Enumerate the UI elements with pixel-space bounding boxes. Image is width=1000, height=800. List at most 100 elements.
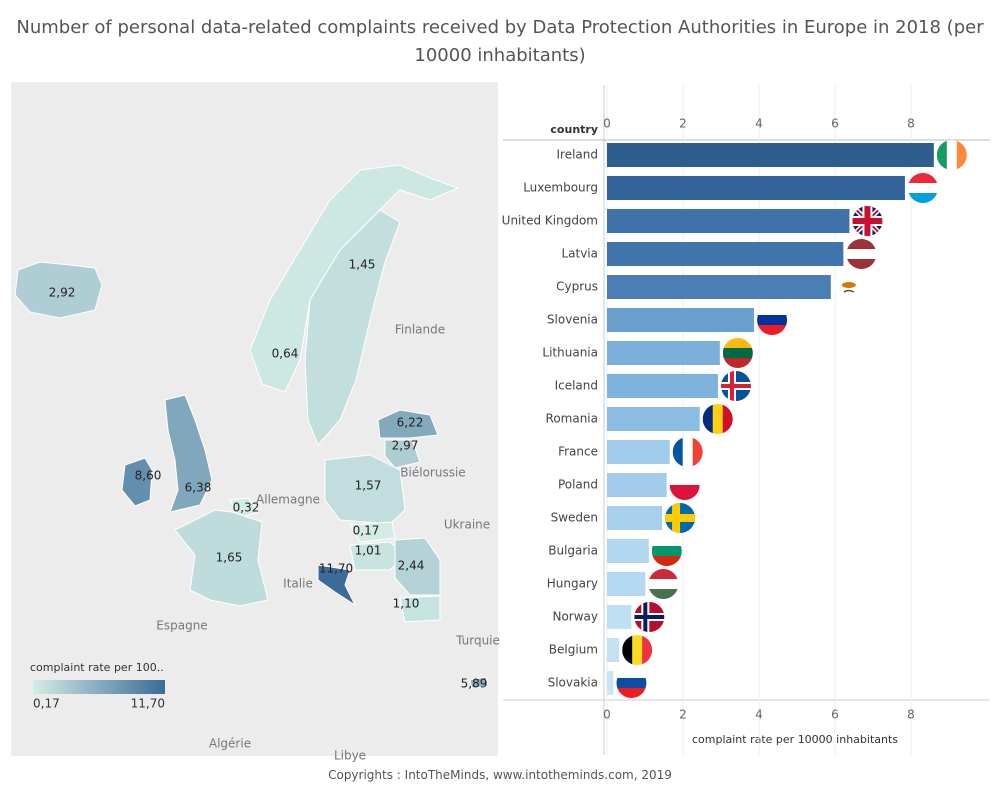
- map-value-label: 11,70: [319, 562, 353, 576]
- flag-part: [648, 579, 679, 590]
- flag-part: [846, 249, 877, 260]
- flag-part: [622, 635, 633, 665]
- place-name: Ukraine: [444, 518, 490, 532]
- map-region: [394, 537, 441, 596]
- map-region: [469, 676, 489, 689]
- flag-part: [669, 485, 700, 500]
- y-tick-label: Romania: [546, 412, 598, 426]
- map-region: [174, 509, 269, 607]
- x-tick-label: 8: [907, 708, 915, 722]
- y-tick-label: Slovenia: [547, 313, 598, 327]
- flag-part: [665, 516, 696, 520]
- y-tick-label: Iceland: [555, 379, 598, 393]
- y-tick-label: Ireland: [556, 148, 598, 162]
- map-value-label: 8,60: [135, 469, 162, 483]
- flag-part: [846, 259, 877, 269]
- flag-part: [692, 437, 703, 467]
- flag-icon: [648, 569, 679, 599]
- y-tick-label: Bulgaria: [548, 544, 598, 558]
- y-axis-title: country: [550, 123, 598, 136]
- x-tick-label: 6: [831, 117, 839, 131]
- bar: [607, 407, 700, 431]
- place-name: Italie: [283, 577, 313, 591]
- flag-part: [632, 635, 643, 665]
- y-tick-label: United Kingdom: [502, 214, 598, 228]
- place-name: Espagne: [156, 619, 207, 633]
- flag-icon: [702, 404, 733, 434]
- map-value-label: 0,32: [233, 501, 260, 515]
- flag-part: [907, 173, 938, 184]
- x-tick-label: 0: [603, 708, 611, 722]
- flag-icon: [669, 470, 700, 500]
- flag-part: [907, 183, 938, 194]
- place-name: Libye: [334, 749, 366, 763]
- flag-part: [616, 688, 647, 698]
- map-value-label: 0,64: [272, 347, 299, 361]
- flag-part: [651, 536, 682, 547]
- flag-icon: [720, 371, 751, 401]
- flag-part: [642, 635, 653, 665]
- bar: [607, 671, 614, 695]
- flag-part: [616, 678, 647, 689]
- place-name: Turquie: [455, 634, 500, 648]
- map-value-label: 1,65: [216, 551, 243, 565]
- map-region: [384, 439, 421, 469]
- map-value-label: 2,92: [49, 286, 76, 300]
- flag-part: [843, 289, 855, 293]
- legend-min: 0,17: [33, 697, 60, 711]
- map-region: [121, 457, 153, 507]
- x-tick-label: 6: [831, 708, 839, 722]
- flag-icon: [616, 668, 647, 698]
- flag-part: [672, 437, 684, 467]
- flag-part: [757, 315, 788, 326]
- map: 2,92 0,64 1,45 6,22 2,97 8,60 6,38 0,32 1,57 0,17…: [12, 83, 500, 763]
- x-tick-label: 2: [679, 117, 687, 131]
- footer: Copyrights : IntoTheMinds, www.intothemi…: [328, 768, 672, 782]
- flag-icon: [852, 206, 883, 236]
- flag-part: [720, 384, 751, 388]
- bar: [607, 572, 646, 596]
- map-value-label: 6,38: [185, 481, 212, 495]
- y-tick-label: Luxembourg: [523, 181, 598, 195]
- flag-part: [757, 305, 788, 316]
- bar: [607, 143, 934, 167]
- y-tick-label: Belgium: [549, 643, 598, 657]
- map-value-label: 1,57: [355, 479, 382, 493]
- bar: [607, 605, 632, 629]
- flag-icon: [672, 437, 703, 467]
- map-region: [14, 261, 103, 319]
- bar: [607, 308, 755, 332]
- x-tick-label: 4: [755, 117, 763, 131]
- flag-part: [722, 338, 753, 349]
- flag-part: [841, 282, 856, 288]
- y-tick-label: Lithuania: [542, 346, 598, 360]
- place-name: Algérie: [209, 737, 251, 751]
- bar: [607, 341, 720, 365]
- y-tick-label: Sweden: [551, 511, 598, 525]
- legend-max: 11,70: [131, 697, 165, 711]
- flag-part: [634, 615, 665, 619]
- map-region: [399, 595, 441, 623]
- y-tick-label: Norway: [552, 610, 598, 624]
- flag-part: [648, 569, 679, 580]
- flag-part: [722, 404, 733, 434]
- flag-part: [946, 140, 958, 170]
- flag-part: [757, 325, 788, 335]
- bar: [607, 176, 905, 200]
- bar: [607, 539, 649, 563]
- map-region: [377, 409, 439, 439]
- bar: [607, 275, 831, 299]
- bar: [607, 506, 663, 530]
- bar: [607, 209, 850, 233]
- flag-part: [907, 193, 938, 203]
- map-region: [349, 521, 396, 543]
- flag-part: [682, 437, 694, 467]
- flag-icon: [651, 536, 682, 566]
- flag-part: [712, 404, 724, 434]
- y-tick-label: Cyprus: [556, 280, 598, 294]
- x-axis-title: complaint rate per 10000 inhabitants: [692, 733, 898, 746]
- page-title: Number of personal data-related complain…: [16, 17, 984, 66]
- map-value-label: 2,44: [398, 559, 425, 573]
